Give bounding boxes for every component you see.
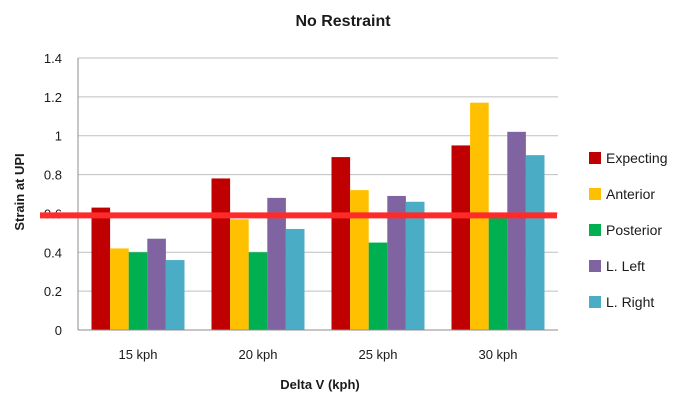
legend-label: L. Right — [606, 294, 654, 310]
bar-l-right — [405, 201, 425, 330]
bar-anterior — [350, 190, 369, 330]
legend-swatch — [589, 260, 601, 272]
bars — [91, 102, 545, 330]
bar-posterior — [488, 215, 508, 330]
legend-swatch — [589, 224, 601, 236]
y-tick-labels: 00.20.40.60.811.21.4 — [44, 51, 62, 338]
axes — [77, 58, 558, 331]
x-tick-label: 25 kph — [358, 347, 397, 362]
bar-l-left — [147, 238, 166, 330]
y-tick-label: 0.8 — [44, 168, 62, 183]
y-tick-label: 1 — [55, 129, 62, 144]
y-tick-label: 0 — [55, 323, 62, 338]
chart-title: No Restraint — [295, 13, 391, 30]
bar-expecting — [331, 157, 351, 330]
legend-swatch — [589, 296, 601, 308]
legend-label: L. Left — [606, 258, 645, 274]
bar-l-right — [285, 228, 305, 330]
bar-posterior — [128, 252, 148, 330]
bar-posterior — [248, 252, 268, 330]
y-tick-label: 0.4 — [44, 245, 62, 260]
x-tick-label: 20 kph — [238, 347, 277, 362]
bar-expecting — [91, 207, 111, 330]
y-tick-label: 0.2 — [44, 284, 62, 299]
bar-l-left — [267, 197, 286, 330]
x-axis-title: Delta V (kph) — [280, 377, 359, 392]
bar-l-right — [165, 260, 185, 330]
x-tick-label: 30 kph — [478, 347, 517, 362]
bar-expecting — [451, 145, 471, 330]
bar-posterior — [368, 242, 388, 330]
legend-swatch — [589, 152, 601, 164]
x-tick-labels: 15 kph 20 kph 25 kph 30 kph — [118, 347, 517, 362]
bar-l-right — [525, 155, 545, 330]
bar-expecting — [211, 178, 231, 330]
legend-label: Posterior — [606, 222, 662, 238]
legend-label: Expecting — [606, 150, 667, 166]
x-tick-label: 15 kph — [118, 347, 157, 362]
bar-l-left — [387, 195, 406, 330]
y-tick-label: 1.2 — [44, 90, 62, 105]
legend-label: Anterior — [606, 186, 655, 202]
y-axis-title: Strain at UPI — [12, 153, 27, 230]
legend-swatch — [589, 188, 601, 200]
legend: Expecting Anterior Posterior L. Left L. Righ… — [589, 150, 667, 310]
y-tick-label: 1.4 — [44, 51, 62, 66]
bar-anterior — [110, 248, 129, 330]
bar-l-left — [507, 131, 526, 330]
bar-anterior — [230, 219, 249, 330]
